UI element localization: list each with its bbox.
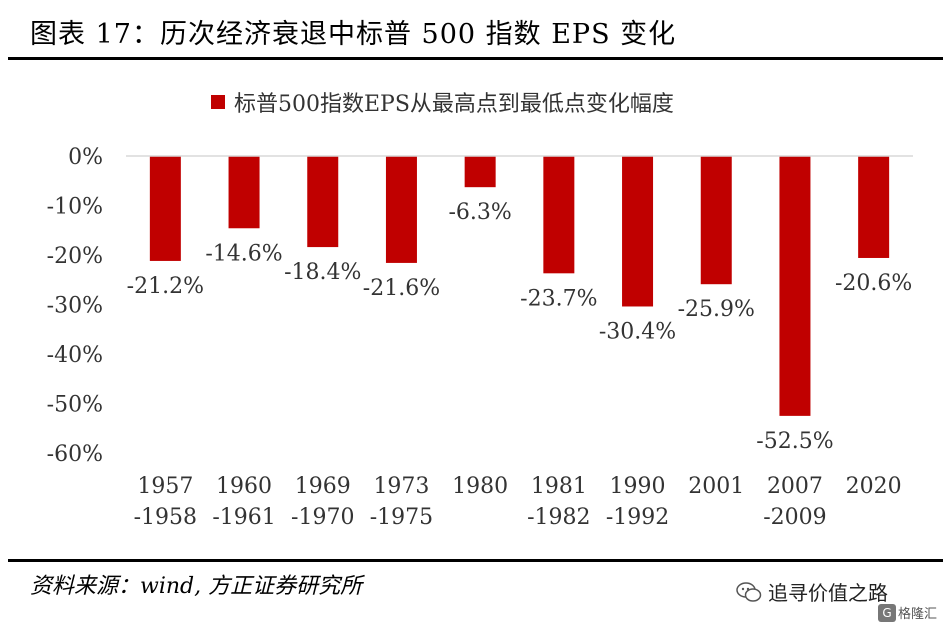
footer-rule — [8, 559, 943, 562]
data-label: -20.6% — [835, 271, 912, 296]
data-label: -6.3% — [448, 200, 511, 225]
x-tick-label: 1957 — [137, 474, 193, 499]
data-label: -18.4% — [284, 260, 361, 285]
x-tick-label: -1992 — [606, 505, 669, 530]
data-label: -21.6% — [363, 276, 440, 301]
x-tick-label: -1958 — [134, 505, 197, 530]
bar — [543, 156, 575, 274]
bar — [228, 156, 260, 229]
x-tick-label: -1982 — [527, 505, 590, 530]
x-tick-label: 1981 — [531, 474, 587, 499]
x-tick-label: 1980 — [452, 474, 508, 499]
x-tick-label: 2020 — [846, 474, 902, 499]
data-label: -52.5% — [756, 429, 833, 454]
y-tick-label: -30% — [47, 294, 103, 319]
y-tick-label: -10% — [47, 195, 103, 220]
bar — [779, 156, 811, 416]
x-tick-label: 2001 — [688, 474, 744, 499]
corner-watermark: G 格隆汇 — [878, 603, 937, 622]
data-label: -21.2% — [127, 274, 204, 299]
bar — [307, 156, 339, 248]
watermark-text: 追寻价值之路 — [768, 581, 888, 605]
x-tick-label: 1969 — [295, 474, 351, 499]
title-rule — [8, 57, 943, 60]
data-label: -25.9% — [678, 297, 755, 322]
x-tick-label: -1961 — [212, 505, 275, 530]
x-tick-label: -2009 — [763, 505, 826, 530]
x-tick-label: 1973 — [373, 474, 429, 499]
watermark: 追寻价值之路 — [736, 577, 888, 606]
legend-label: 标普500指数EPS从最高点到最低点变化幅度 — [234, 92, 674, 117]
corner-text: 格隆汇 — [898, 607, 938, 622]
legend-swatch — [211, 95, 225, 109]
data-label: -30.4% — [599, 319, 676, 344]
y-tick-label: -50% — [47, 393, 103, 418]
data-label: -23.7% — [520, 286, 597, 311]
legend: 标普500指数EPS从最高点到最低点变化幅度 — [211, 86, 674, 118]
bar — [858, 156, 890, 258]
bar — [385, 156, 417, 263]
bar-chart: 0% -10% -20% -30% -40% -50% -60% -21.2% 1957 -195… — [47, 145, 913, 530]
x-tick-label: 1990 — [610, 474, 666, 499]
source-note: 资料来源：wind, 方正证券研究所 — [30, 574, 363, 599]
bar — [149, 156, 181, 261]
bar — [700, 156, 732, 285]
x-tick-label: -1975 — [370, 505, 433, 530]
x-tick-label: 1960 — [216, 474, 272, 499]
bar — [464, 156, 496, 188]
bar — [622, 156, 654, 307]
y-tick-label: -60% — [47, 442, 103, 467]
corner-logo: G — [878, 603, 896, 622]
y-tick-label: -20% — [47, 244, 103, 269]
y-tick-label: -40% — [47, 343, 103, 368]
x-tick-label: 2007 — [767, 474, 823, 499]
x-tick-label: -1970 — [291, 505, 354, 530]
chart-title: 图表 17：历次经济衰退中标普 500 指数 EPS 变化 — [30, 19, 677, 50]
data-label: -14.6% — [205, 241, 282, 266]
y-tick-label: 0% — [68, 145, 103, 170]
wechat-icon — [736, 581, 762, 602]
